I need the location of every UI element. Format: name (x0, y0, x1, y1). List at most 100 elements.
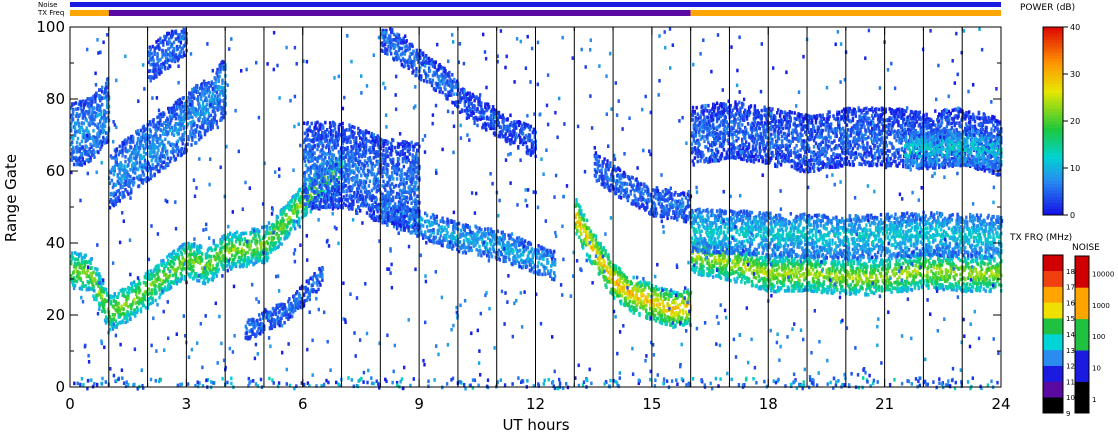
echo-cell (615, 267, 618, 271)
echo-cell (480, 228, 483, 232)
echo-cell (745, 276, 749, 280)
echo-cell (723, 263, 726, 268)
echo-cell (815, 289, 819, 294)
echo-cell (265, 227, 269, 232)
echo-cell (619, 301, 623, 306)
echo-cell (191, 252, 194, 257)
echo-cell (627, 302, 630, 306)
echo-cell (447, 219, 450, 223)
echo-cell (147, 297, 150, 302)
echo-cell (492, 242, 496, 247)
echo-cell (530, 247, 534, 251)
echo-cell (975, 286, 979, 291)
echo-cell (810, 272, 813, 276)
echo-cell (167, 259, 170, 263)
echo-cell (910, 288, 914, 292)
echo-cell (500, 237, 503, 242)
echo-cell (147, 287, 150, 292)
echo-cell (822, 287, 825, 291)
echo-cell (175, 269, 179, 273)
echo-cell (253, 261, 256, 266)
echo-cell (209, 246, 213, 250)
echo-cell (711, 208, 714, 213)
echo-cell (99, 292, 102, 297)
echo-cell (186, 266, 189, 270)
echo-cell (916, 283, 919, 287)
echo-cell (138, 282, 142, 286)
echo-cell (798, 263, 801, 267)
echo-cell (795, 280, 798, 285)
echo-cell (665, 322, 668, 327)
echo-cell (305, 207, 309, 211)
echo-cell (840, 286, 843, 291)
echo-cell (113, 325, 116, 329)
echo-cell (731, 268, 734, 273)
echo-cell (165, 264, 168, 269)
echo-cell (76, 257, 80, 262)
echo-cell (654, 285, 658, 289)
echo-cell (880, 289, 884, 293)
echo-cell (710, 242, 713, 246)
echo-cell (633, 306, 636, 310)
echo-cell (975, 288, 979, 293)
echo-cell (875, 276, 879, 281)
echo-cell (472, 240, 475, 244)
echo-cell (89, 261, 92, 266)
echo-cell (940, 263, 944, 267)
echo-cell (722, 260, 726, 264)
echo-cell (309, 198, 312, 203)
echo-cell (578, 214, 581, 219)
echo-cell (651, 293, 655, 297)
echo-cell (807, 260, 810, 265)
echo-cell (658, 307, 662, 311)
echo-cell (643, 301, 646, 305)
echo-cell (220, 250, 223, 254)
echo-cell (492, 230, 496, 234)
echo-cell (168, 282, 172, 287)
echo-cell (794, 286, 797, 291)
echo-cell (255, 243, 258, 247)
echo-cell (611, 289, 614, 294)
echo-cell (315, 187, 318, 191)
echo-cell (532, 265, 535, 270)
echo-cell (221, 239, 224, 244)
echo-cell (498, 236, 501, 240)
echo-cell (512, 259, 515, 263)
echo-cell (782, 283, 786, 288)
echo-cell (109, 299, 113, 304)
echo-cell (478, 230, 481, 234)
echo-cell (653, 314, 657, 318)
echo-cell (289, 207, 292, 212)
echo-cell (760, 277, 763, 281)
echo-cell (537, 251, 540, 256)
echo-cell (605, 277, 608, 281)
echo-cell (709, 236, 712, 240)
echo-cell (618, 291, 622, 295)
echo-cell (640, 281, 643, 285)
echo-cell (509, 243, 512, 248)
echo-cell (234, 239, 238, 244)
echo-cell (773, 289, 776, 294)
echo-cell (187, 241, 190, 246)
echo-cell (936, 281, 939, 285)
echo-cell (591, 260, 595, 264)
echo-cell (829, 281, 832, 286)
echo-cell (792, 259, 795, 264)
echo-cell (597, 261, 600, 266)
echo-cell (814, 264, 818, 269)
echo-cell (733, 277, 736, 281)
echo-cell (783, 259, 787, 263)
echo-cell (229, 238, 232, 242)
echo-cell (257, 232, 260, 236)
echo-cell (815, 287, 819, 291)
echo-cell (155, 264, 158, 269)
echo-cell (848, 276, 852, 280)
echo-cell (431, 221, 435, 226)
echo-cell (268, 227, 272, 231)
echo-cell (576, 225, 579, 229)
echo-cell (206, 272, 210, 276)
echo-cell (714, 225, 718, 230)
echo-cell (302, 207, 306, 212)
echo-cell (432, 214, 436, 219)
echo-cell (421, 217, 424, 222)
